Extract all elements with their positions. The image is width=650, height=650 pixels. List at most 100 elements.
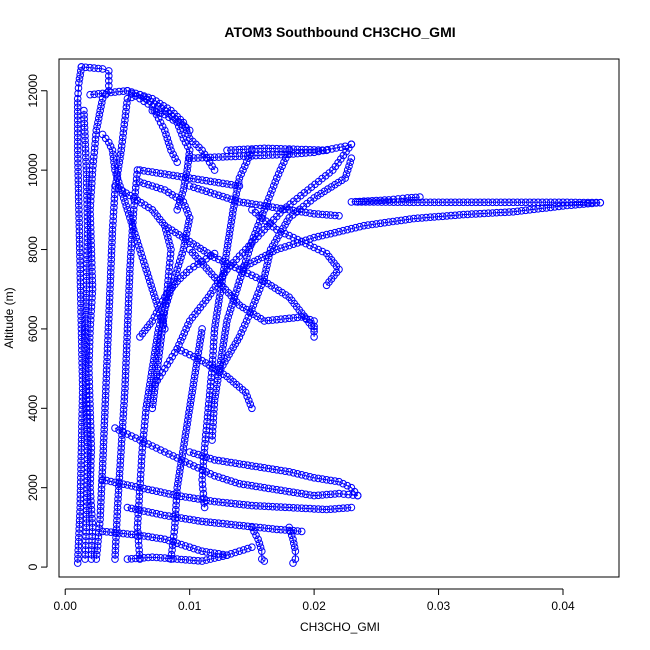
- data-point: [223, 241, 232, 250]
- data-point: [380, 218, 389, 227]
- data-point: [226, 221, 235, 230]
- data-point: [198, 452, 206, 460]
- series-track-13: [208, 146, 294, 444]
- data-point: [100, 434, 108, 442]
- data-point: [122, 107, 130, 116]
- data-point: [505, 208, 513, 216]
- data-point: [322, 490, 331, 499]
- data-point: [121, 376, 130, 384]
- data-point: [208, 436, 216, 444]
- data-point: [82, 396, 90, 404]
- data-point: [112, 533, 120, 542]
- data-point: [125, 282, 133, 291]
- data-point: [82, 537, 90, 545]
- data-point: [223, 259, 231, 268]
- data-point: [81, 145, 90, 153]
- data-point: [83, 251, 91, 259]
- data-point: [87, 307, 95, 316]
- data-point: [497, 208, 505, 217]
- data-point: [223, 180, 231, 188]
- data-point: [443, 198, 451, 207]
- data-point: [89, 157, 98, 166]
- data-point: [110, 195, 119, 203]
- data-point: [96, 507, 105, 515]
- data-point: [82, 272, 91, 281]
- data-point: [339, 479, 347, 488]
- data-point: [86, 90, 94, 99]
- data-point: [455, 198, 464, 207]
- data-point: [281, 150, 289, 159]
- data-point: [156, 554, 165, 562]
- data-point: [98, 459, 107, 468]
- data-point: [181, 138, 190, 147]
- data-point: [175, 472, 183, 480]
- data-point: [136, 470, 145, 479]
- data-point: [177, 492, 186, 501]
- data-point: [108, 225, 117, 234]
- data-point: [96, 515, 104, 524]
- data-point: [210, 190, 219, 198]
- data-point: [92, 126, 101, 135]
- data-point: [285, 206, 294, 214]
- data-point: [106, 276, 115, 285]
- data-point: [82, 174, 91, 183]
- data-point: [164, 276, 172, 285]
- data-point: [166, 254, 174, 263]
- data-point: [92, 555, 101, 563]
- data-point: [81, 132, 89, 140]
- data-point: [140, 97, 148, 106]
- data-point: [83, 208, 92, 217]
- data-point: [82, 157, 90, 166]
- data-point: [302, 472, 310, 480]
- data-point: [237, 170, 245, 178]
- data-point: [243, 253, 251, 262]
- series-line: [90, 90, 216, 171]
- data-point: [138, 453, 146, 461]
- data-point: [100, 417, 109, 425]
- data-point: [248, 481, 256, 490]
- series-line: [170, 328, 203, 560]
- data-point: [192, 360, 201, 369]
- data-point: [206, 470, 215, 478]
- data-point: [97, 489, 106, 498]
- data-point: [285, 231, 294, 240]
- data-point: [82, 153, 90, 162]
- data-point: [119, 87, 128, 95]
- data-point: [185, 217, 193, 226]
- data-point: [526, 206, 534, 214]
- data-point: [103, 340, 112, 349]
- data-point: [110, 158, 118, 166]
- data-point: [73, 133, 82, 142]
- data-point: [173, 118, 181, 127]
- data-point: [277, 503, 285, 511]
- data-point: [102, 366, 111, 374]
- data-point: [181, 174, 190, 182]
- data-point: [459, 210, 468, 219]
- data-point: [198, 495, 206, 504]
- data-point: [152, 376, 160, 385]
- data-point: [75, 223, 84, 231]
- data-point: [158, 122, 167, 131]
- data-point: [357, 198, 366, 206]
- series-line: [211, 150, 290, 441]
- data-point: [202, 518, 211, 526]
- data-point: [218, 345, 227, 353]
- data-point: [75, 529, 83, 538]
- data-point: [98, 468, 107, 476]
- data-point: [173, 265, 181, 274]
- data-point: [82, 528, 90, 536]
- data-point: [144, 485, 152, 494]
- data-point: [214, 191, 223, 200]
- data-point: [73, 99, 82, 107]
- data-point: [166, 142, 174, 151]
- data-point: [103, 357, 111, 366]
- data-point: [85, 338, 94, 346]
- data-point: [258, 253, 266, 262]
- data-point: [206, 454, 215, 463]
- data-point: [117, 448, 125, 457]
- data-point: [110, 190, 119, 199]
- data-point: [223, 476, 231, 484]
- data-point: [385, 218, 393, 226]
- data-point: [123, 94, 132, 103]
- data-point: [109, 212, 118, 221]
